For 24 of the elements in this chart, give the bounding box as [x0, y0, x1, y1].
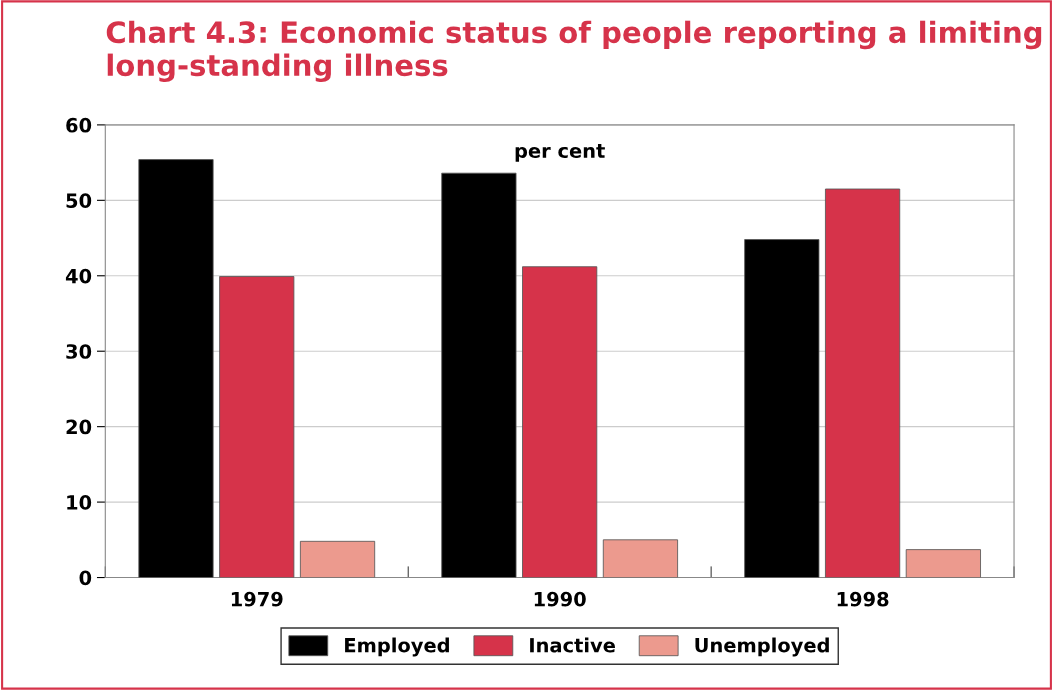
legend-label: Employed [345, 637, 449, 657]
bar [441, 172, 517, 578]
annotation: per cent [515, 144, 605, 162]
y-tick-label: 40 [65, 268, 92, 284]
x-tick-label: 1979 [231, 591, 283, 607]
x-tick-label: 1998 [837, 591, 889, 607]
bar [522, 266, 598, 578]
y-tick-label: 30 [66, 344, 92, 359]
bar [138, 159, 214, 578]
y-tick-label: 0 [79, 570, 92, 586]
y-tick-label: 50 [66, 193, 92, 208]
bar [744, 239, 820, 578]
bar [905, 549, 981, 578]
bar [299, 540, 376, 578]
legend-label: Inactive [530, 637, 615, 653]
chart-title: Chart 4.3: Economic status of people reporting a limiting long-standing illness [106, 20, 1042, 83]
bar [219, 276, 295, 578]
bar [825, 188, 901, 578]
x-tick-label: 1990 [534, 591, 586, 607]
y-tick-label: 60 [66, 117, 92, 133]
legend-label: Unemployed [695, 637, 829, 657]
bar [602, 539, 679, 578]
y-tick-label: 20 [66, 419, 92, 435]
y-tick-label: 10 [67, 495, 92, 510]
